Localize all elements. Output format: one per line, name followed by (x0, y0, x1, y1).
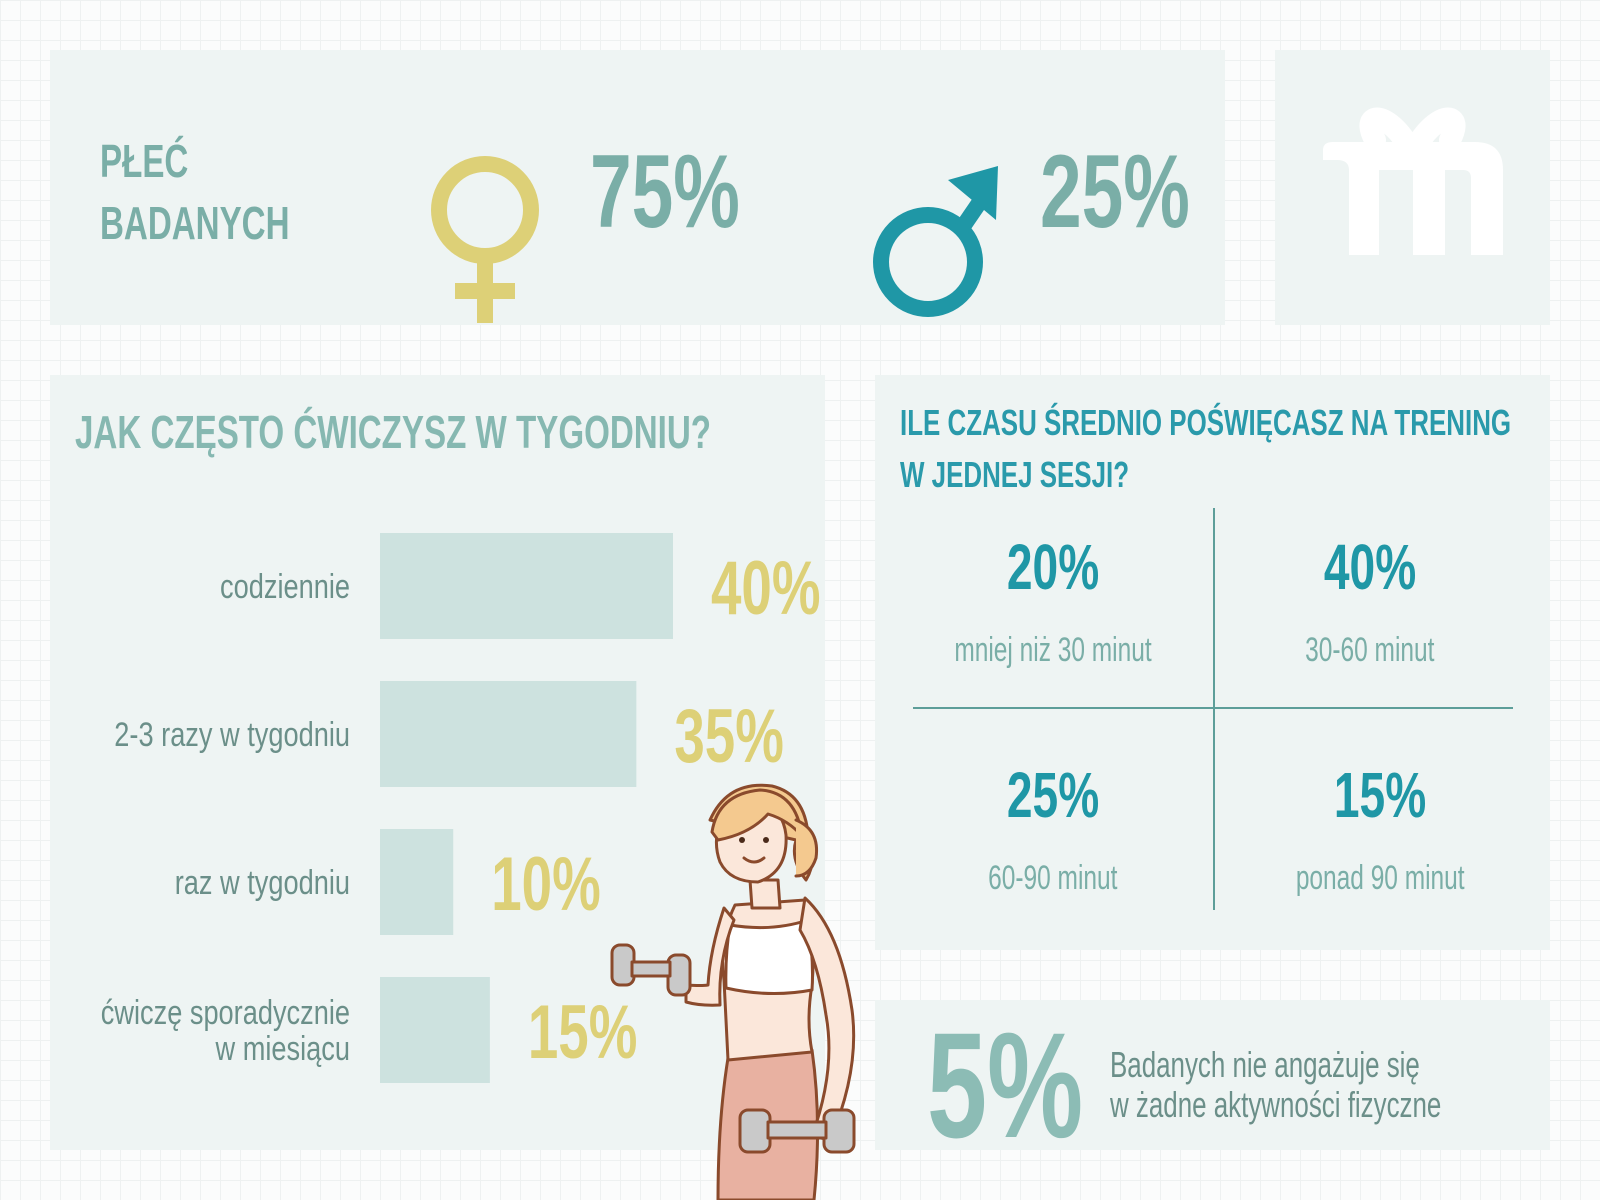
frequency-panel: JAK CZĘSTO ĆWICZYSZ W TYGODNIU? 40% codzi… (50, 375, 825, 1150)
male-symbol-icon (873, 166, 998, 317)
inactive-panel: 5% Badanych nie angażuje się w żadne akt… (875, 1000, 1550, 1160)
bar (380, 977, 490, 1083)
female-percentage: 75% (590, 134, 740, 250)
bar (380, 533, 673, 639)
session-time-percentage: 20% (1006, 531, 1100, 603)
gender-title-line2: BADANYCH (100, 197, 290, 249)
session-time-label: 60-90 minut (988, 859, 1118, 897)
bar-category-label: codziennie (220, 567, 350, 606)
gender-title: PŁEĆ BADANYCH (100, 130, 400, 254)
bar (380, 829, 454, 935)
bar-value-label: 15% (528, 990, 638, 1075)
grid-divider-horizontal (913, 707, 1513, 709)
logo-panel (1275, 50, 1550, 325)
session-time-cell: 20% mniej niż 30 minut (893, 535, 1213, 670)
session-time-panel: ILE CZASU ŚREDNIO POŚWIĘCASZ NA TRENING … (875, 375, 1550, 950)
bar-category-label: 2-3 razy w tygodniu (114, 715, 350, 754)
session-time-cell: 40% 30-60 minut (1210, 535, 1530, 670)
bar-value-label: 35% (674, 694, 784, 779)
session-time-percentage: 15% (1333, 759, 1427, 831)
bar-category-label: w miesiącu (215, 1029, 350, 1068)
grid-divider-vertical (1213, 508, 1215, 910)
session-time-label: 30-60 minut (1305, 631, 1435, 669)
woman-with-dumbbells-icon (610, 783, 856, 1200)
session-time-cell: 15% ponad 90 minut (1220, 763, 1540, 898)
session-time-label: ponad 90 minut (1295, 859, 1465, 897)
session-time-cell: 25% 60-90 minut (893, 763, 1213, 898)
bar-value-label: 40% (711, 546, 821, 631)
female-symbol-icon (431, 156, 539, 323)
session-time-percentage: 25% (1006, 759, 1100, 831)
inactive-text-line1: Badanych nie angażuje się (1110, 1044, 1420, 1085)
bar-category-label: raz w tygodniu (175, 863, 350, 902)
inactive-description: Badanych nie angażuje się w żadne aktywn… (1110, 1045, 1570, 1125)
male-percentage: 25% (1040, 134, 1190, 250)
frequency-title: JAK CZĘSTO ĆWICZYSZ W TYGODNIU? (75, 406, 712, 458)
frequency-bar-chart: 40% codziennie 35% 2-3 razy w tygodniu 10% ra… (101, 533, 821, 1083)
gender-title-line1: PŁEĆ (100, 135, 189, 187)
session-time-label: mniej niż 30 minut (954, 631, 1152, 669)
gender-panel: PŁEĆ BADANYCH 75% 25% (50, 50, 1225, 325)
session-time-title-line1: ILE CZASU ŚREDNIO POŚWIĘCASZ NA TRENING (900, 402, 1512, 443)
bar (380, 681, 637, 787)
inactive-percentage: 5% (927, 1001, 1084, 1169)
session-time-title-line2: W JEDNEJ SESJI? (900, 454, 1130, 495)
bar-value-label: 10% (491, 842, 601, 927)
bar-category-label: ćwiczę sporadycznie (101, 993, 350, 1032)
inactive-text-line2: w żadne aktywności fizyczne (1110, 1084, 1442, 1125)
session-time-title: ILE CZASU ŚREDNIO POŚWIĘCASZ NA TRENING … (900, 397, 1600, 501)
session-time-percentage: 40% (1323, 531, 1417, 603)
gift-logo-icon (1323, 107, 1503, 255)
